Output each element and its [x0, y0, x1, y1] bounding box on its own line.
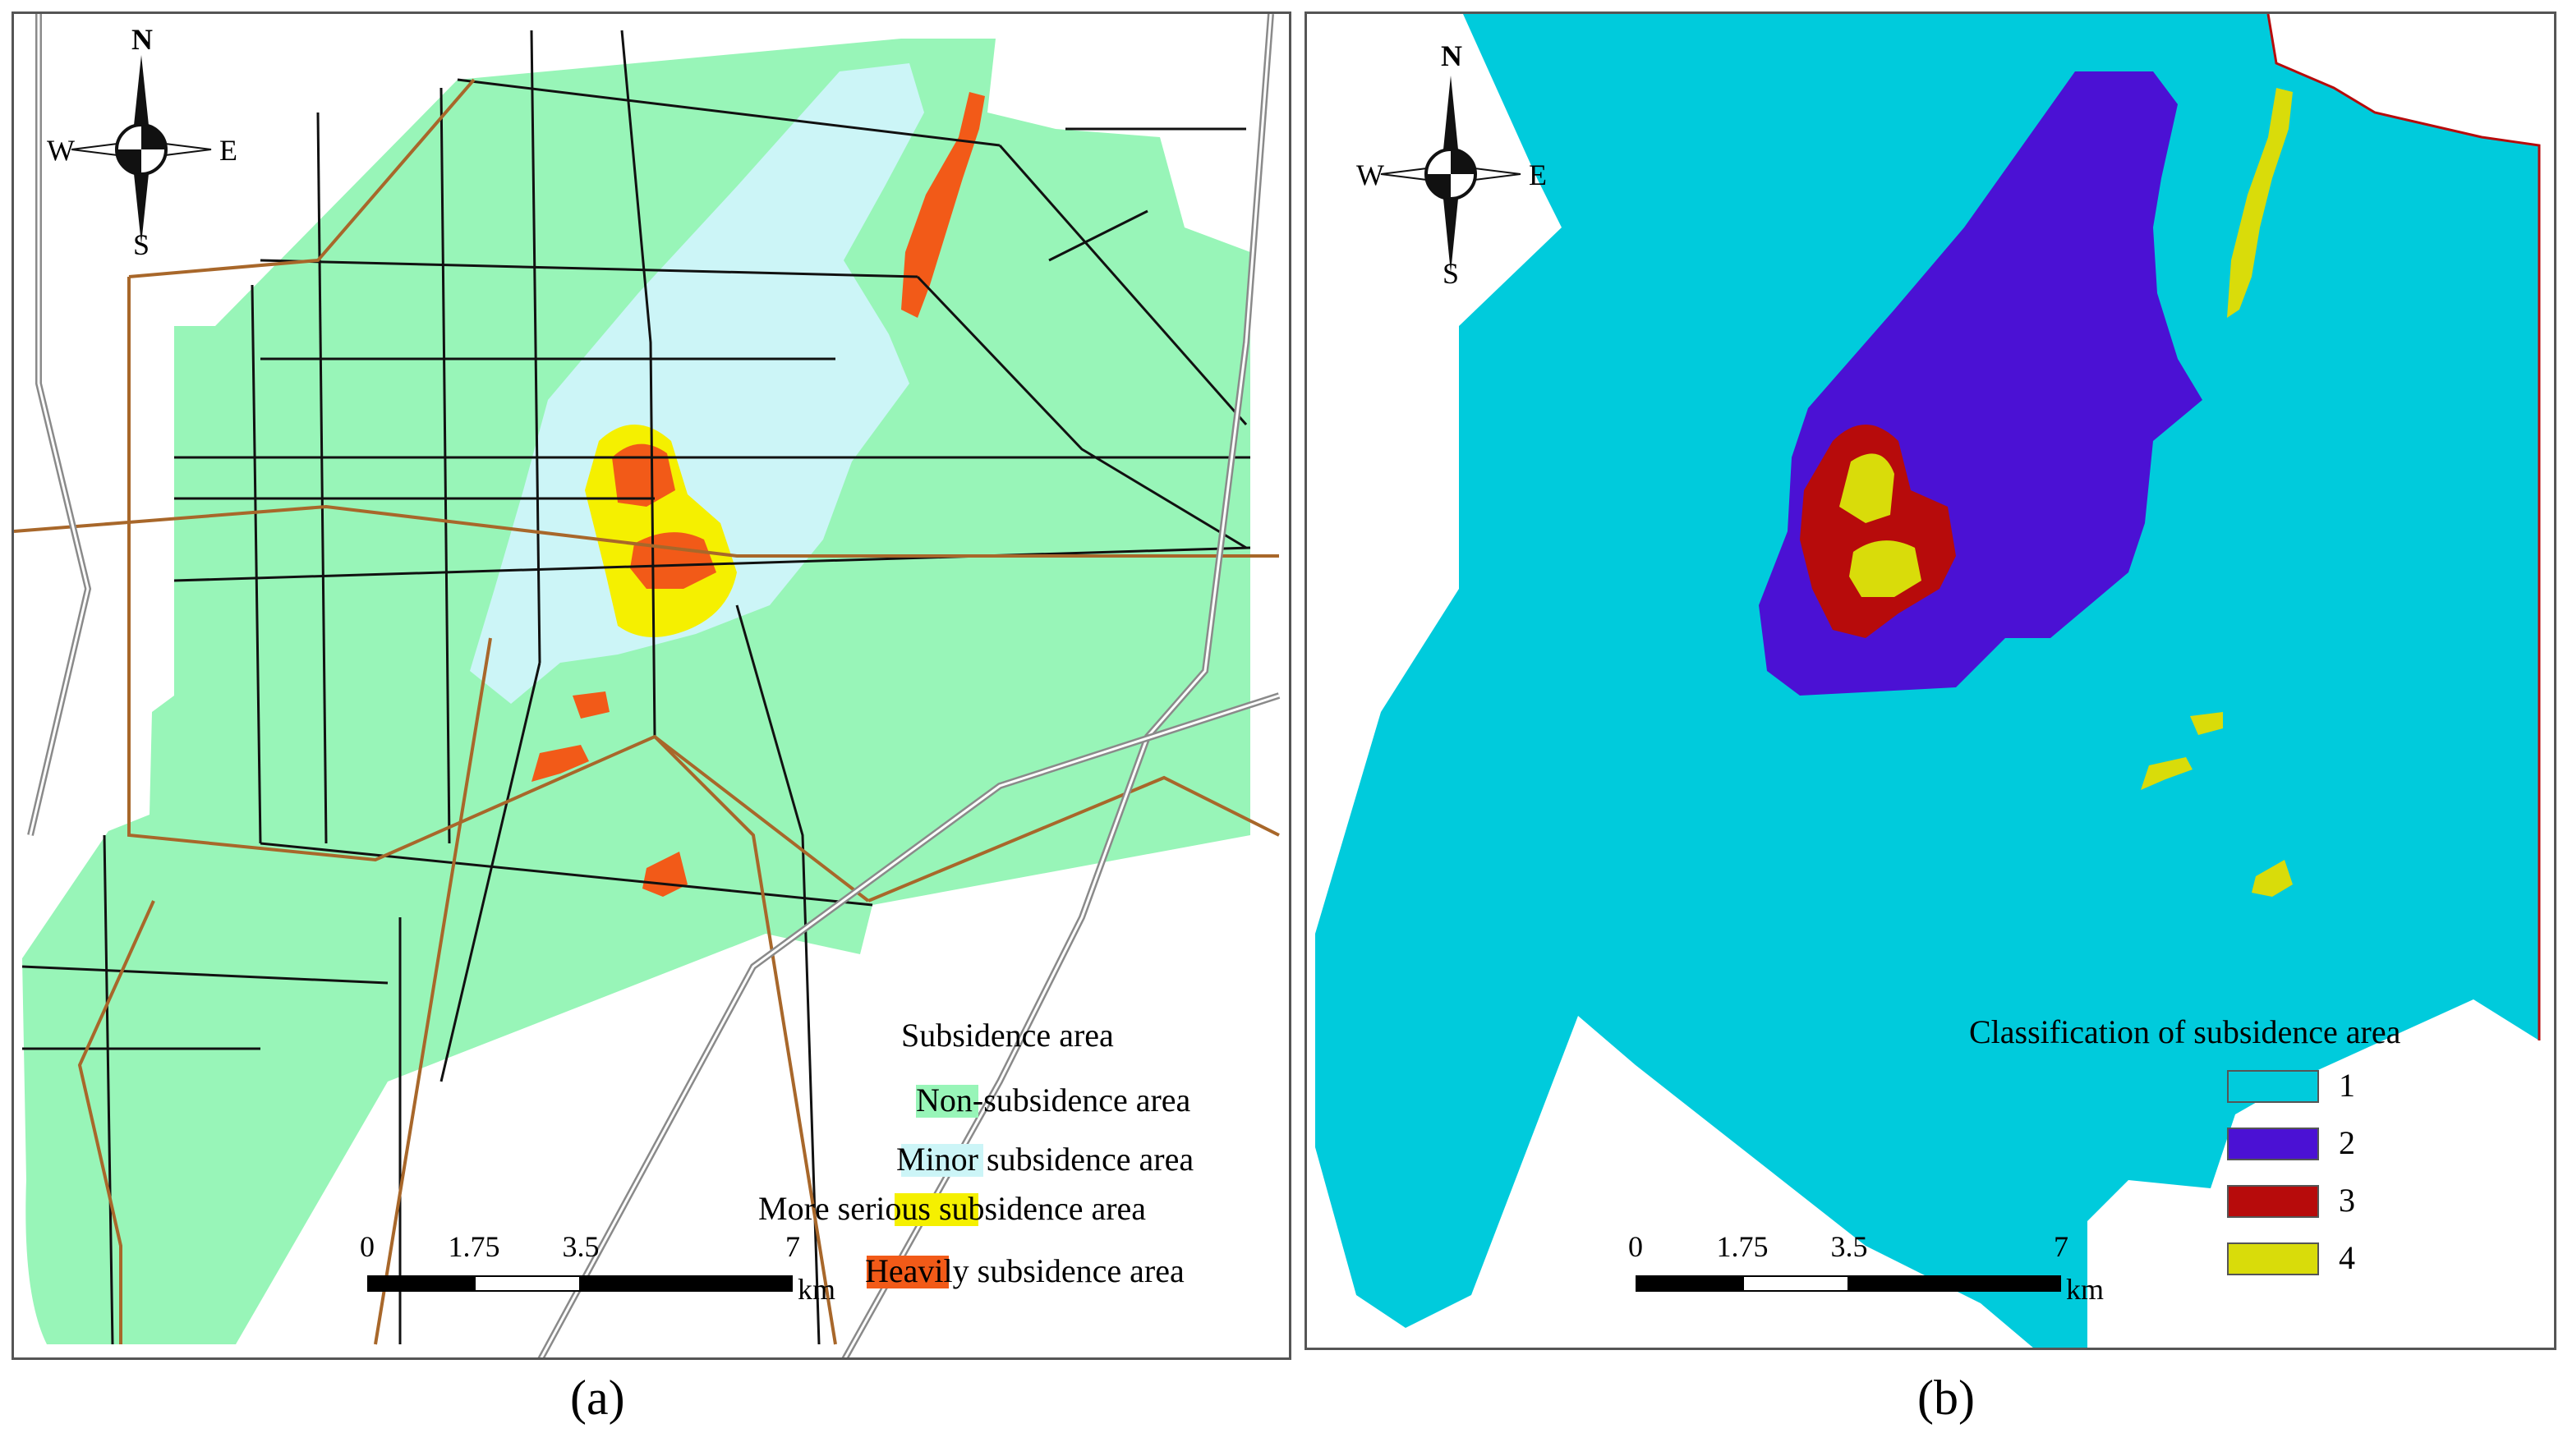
- legend-label: Non-subsidence area: [916, 1082, 1191, 1118]
- legend-swatch: [867, 1256, 949, 1288]
- class-4-region-3: [2227, 88, 2293, 318]
- legend-swatch: [2227, 1242, 2319, 1275]
- subsidence-map-a: [14, 14, 1281, 1357]
- heavily-subsidence-region-4: [573, 691, 610, 719]
- legend-swatch: [916, 1085, 978, 1118]
- compass-icon: [1380, 76, 1521, 273]
- compass-south-label: S: [1443, 257, 1460, 290]
- compass-west-label: W: [47, 134, 75, 167]
- panel-label-a: (a): [570, 1371, 625, 1425]
- legend-label: 3: [2339, 1182, 2355, 1219]
- scale-tick: 3.5: [562, 1230, 600, 1263]
- legend-label: 1: [2339, 1067, 2355, 1104]
- class-4-region-5: [2141, 757, 2193, 790]
- legend-swatch: [2227, 1185, 2319, 1218]
- compass-north-label: N: [1441, 39, 1462, 72]
- class-4-region-2: [1849, 540, 1921, 597]
- legend-swatch: [895, 1193, 978, 1226]
- scale-segment: [1636, 1275, 1742, 1292]
- legend-swatch: [2227, 1070, 2319, 1103]
- subsidence-map-b: [1315, 14, 2541, 1348]
- scale-tick: 1.75: [1716, 1230, 1769, 1263]
- scale-tick: 0: [1628, 1230, 1643, 1263]
- road-network: [21, 30, 1251, 1345]
- legend-swatch: [901, 1144, 983, 1177]
- scale-tick: 0: [360, 1230, 375, 1263]
- legend-item-non-subsidence: Non-subsidence area: [770, 1082, 1279, 1119]
- scale-unit: km: [2066, 1273, 2105, 1306]
- legend-title-b: Classification of subsidence area: [1969, 1013, 2401, 1050]
- legend-label: More serious subsidence area: [758, 1190, 1147, 1227]
- non-subsidence-region: [22, 39, 1250, 1344]
- panel-label-b: (b): [1917, 1371, 1975, 1425]
- compass-east-label: E: [219, 134, 237, 167]
- compass-north-label: N: [131, 23, 153, 56]
- scale-segment: [474, 1275, 581, 1292]
- legend-item-class-4: 4: [2227, 1239, 2391, 1277]
- legend-item-minor-subsidence: Minor subsidence area: [770, 1141, 1279, 1178]
- legend-item-heavily-subsidence: Heavily subsidence area: [770, 1252, 1279, 1290]
- scale-unit: km: [798, 1273, 836, 1306]
- scale-segment: [367, 1275, 474, 1292]
- legend-label: Minor subsidence area: [896, 1141, 1194, 1178]
- arterial-roads: [14, 78, 1280, 1345]
- scale-segment: [1742, 1275, 1849, 1292]
- minor-subsidence-region: [470, 63, 924, 704]
- class-4-region-1: [1839, 453, 1894, 523]
- legend-label: Heavily subsidence area: [865, 1252, 1185, 1289]
- scale-tick: 7: [2054, 1230, 2068, 1263]
- highways: [27, 14, 1281, 1357]
- study-area-boundary: [2266, 14, 2541, 1040]
- legend-label: 2: [2339, 1124, 2355, 1161]
- scale-segment: [1849, 1275, 2061, 1292]
- class-3-region: [1800, 425, 1956, 638]
- compass-east-label: E: [1529, 158, 1547, 191]
- legend-item-class-2: 2: [2227, 1124, 2391, 1162]
- compass-icon: [71, 55, 212, 244]
- map-panel-a: N W E S Subsidence area Non-subsidence a…: [12, 11, 1291, 1360]
- compass-rose-b: N W E S: [1356, 39, 1547, 293]
- legend-label: 4: [2339, 1239, 2355, 1276]
- map-panel-b: N W E S Classification of subsidence are…: [1305, 11, 2556, 1350]
- scale-tick: 1.75: [448, 1230, 500, 1263]
- heavily-subsidence-region-3: [901, 92, 985, 318]
- legend-item-more-serious-subsidence: More serious subsidence area: [758, 1190, 1284, 1228]
- legend-item-class-1: 1: [2227, 1067, 2391, 1105]
- legend-item-class-3: 3: [2227, 1182, 2391, 1219]
- class-4-region-6: [2252, 860, 2293, 897]
- compass-west-label: W: [1356, 158, 1384, 191]
- class-4-region-4: [2190, 712, 2223, 735]
- scale-tick: 3.5: [1830, 1230, 1868, 1263]
- scale-tick: 7: [785, 1230, 800, 1263]
- compass-rose-a: N W E S: [47, 22, 237, 261]
- scale-bar-b: 0 1.75 3.5 7 km: [1611, 1229, 2137, 1320]
- scale-segment: [581, 1275, 793, 1292]
- legend-swatch: [2227, 1128, 2319, 1160]
- heavily-subsidence-region-1: [612, 443, 675, 507]
- legend-title-a: Subsidence area: [901, 1017, 1114, 1054]
- heavily-subsidence-region-5: [531, 745, 589, 782]
- scale-bar-a: 0 1.75 3.5 7 km: [343, 1229, 868, 1320]
- compass-south-label: S: [133, 228, 150, 261]
